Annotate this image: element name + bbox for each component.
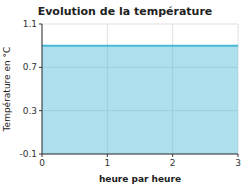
y-tick-label: 1.1 xyxy=(23,19,37,29)
x-tick-label: 3 xyxy=(235,158,241,168)
chart-container: 0 1 2 3 -0.1 0.3 0.7 1.1Evolution de la tempéra… xyxy=(0,0,250,188)
y-tick-label: 0.3 xyxy=(23,106,37,116)
axes: 0 1 2 3 -0.1 0.3 0.7 1.1 xyxy=(19,19,240,168)
x-tick xyxy=(107,154,108,157)
chart: 0 1 2 3 -0.1 0.3 0.7 1.1Evolution de la tempéra… xyxy=(0,0,250,188)
x-tick-label: 2 xyxy=(170,158,176,168)
y-tick-label: 0.7 xyxy=(23,62,37,72)
grid-line-y xyxy=(42,24,238,25)
x-axis-label: heure par heure xyxy=(99,174,181,184)
grid xyxy=(42,24,238,154)
y-axis-line xyxy=(42,24,43,154)
y-tick xyxy=(39,110,42,111)
title: Evolution de la température xyxy=(38,5,213,18)
x-tick xyxy=(238,154,239,157)
x-tick-label: 1 xyxy=(104,158,110,168)
x-axis-line xyxy=(42,154,238,155)
y-axis-label: Température en °C xyxy=(2,47,12,133)
area-line xyxy=(42,45,238,47)
y-tick xyxy=(39,67,42,68)
grid-line-x xyxy=(42,24,43,154)
y-tick xyxy=(39,154,42,155)
plot-area xyxy=(42,46,238,154)
y-tick xyxy=(39,24,42,25)
y-tick-label: -0.1 xyxy=(19,149,37,159)
x-tick xyxy=(172,154,173,157)
grid-line-y xyxy=(42,154,238,155)
area-fill xyxy=(42,46,238,154)
x-tick-label: 0 xyxy=(39,158,45,168)
